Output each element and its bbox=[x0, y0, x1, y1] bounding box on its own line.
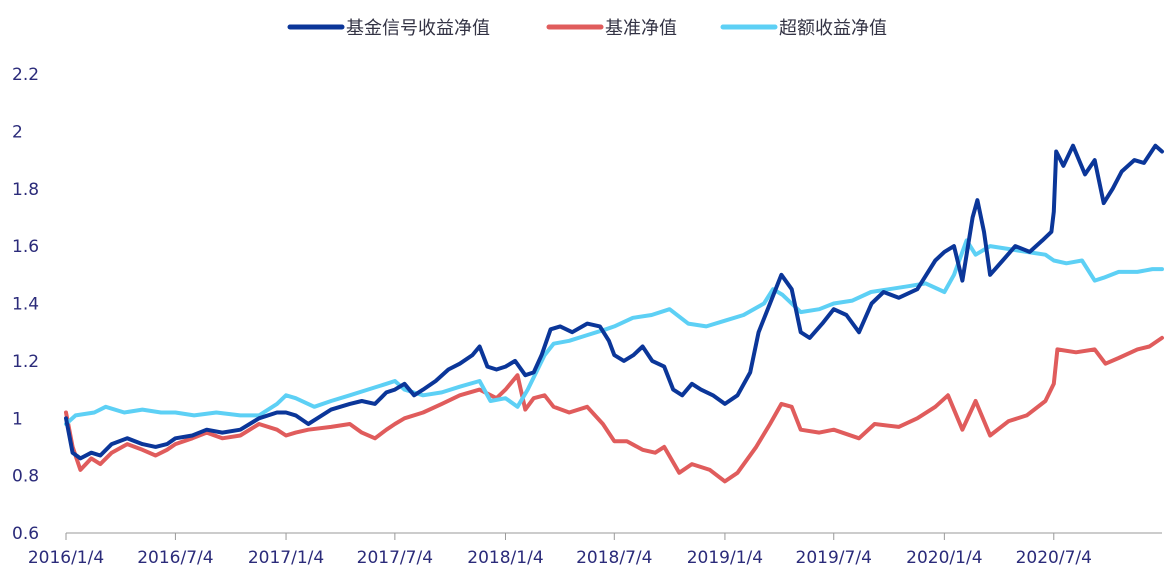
y-tick-label: 1.8 bbox=[12, 180, 39, 200]
legend-label: 基准净值 bbox=[605, 18, 677, 39]
x-axis: 2016/1/4 2016/7/4 2017/1/4 2017/7/4 2018/1/4… bbox=[28, 532, 1162, 568]
y-tick-label: 1.4 bbox=[12, 295, 39, 315]
x-tick-label: 2020/1/4 bbox=[906, 548, 982, 568]
y-tick-label: 2 bbox=[12, 122, 23, 142]
x-tick-label: 2019/7/4 bbox=[796, 548, 872, 568]
legend-label: 超额收益净值 bbox=[779, 18, 887, 39]
x-tick-label: 2016/7/4 bbox=[137, 548, 213, 568]
x-tick-label: 2018/7/4 bbox=[576, 548, 652, 568]
x-tick-label: 2019/1/4 bbox=[687, 548, 763, 568]
y-tick-label: 0.8 bbox=[12, 467, 39, 487]
series-line-1 bbox=[64, 143, 1164, 461]
y-tick-label: 1.2 bbox=[12, 352, 39, 372]
series-line-2 bbox=[64, 335, 1164, 484]
series-line-3 bbox=[64, 238, 1164, 426]
x-tick-label: 2017/1/4 bbox=[248, 548, 324, 568]
y-axis: 0.6 0.8 1 1.2 1.4 1.6 1.8 2 2.2 bbox=[12, 65, 39, 544]
y-tick-label: 0.6 bbox=[12, 524, 39, 544]
y-tick-label: 1.6 bbox=[12, 237, 39, 257]
y-tick-label: 2.2 bbox=[12, 65, 39, 85]
x-tick-label: 2016/1/4 bbox=[28, 548, 104, 568]
series-layer bbox=[64, 143, 1164, 484]
y-tick-label: 1 bbox=[12, 409, 23, 429]
legend-label: 基金信号收益净值 bbox=[346, 18, 490, 39]
x-tick-label: 2020/7/4 bbox=[1016, 548, 1092, 568]
x-tick-label: 2017/7/4 bbox=[357, 548, 433, 568]
legend: 基金信号收益净值 基准净值 超额收益净值 bbox=[287, 18, 887, 39]
x-tick-label: 2018/1/4 bbox=[467, 548, 543, 568]
